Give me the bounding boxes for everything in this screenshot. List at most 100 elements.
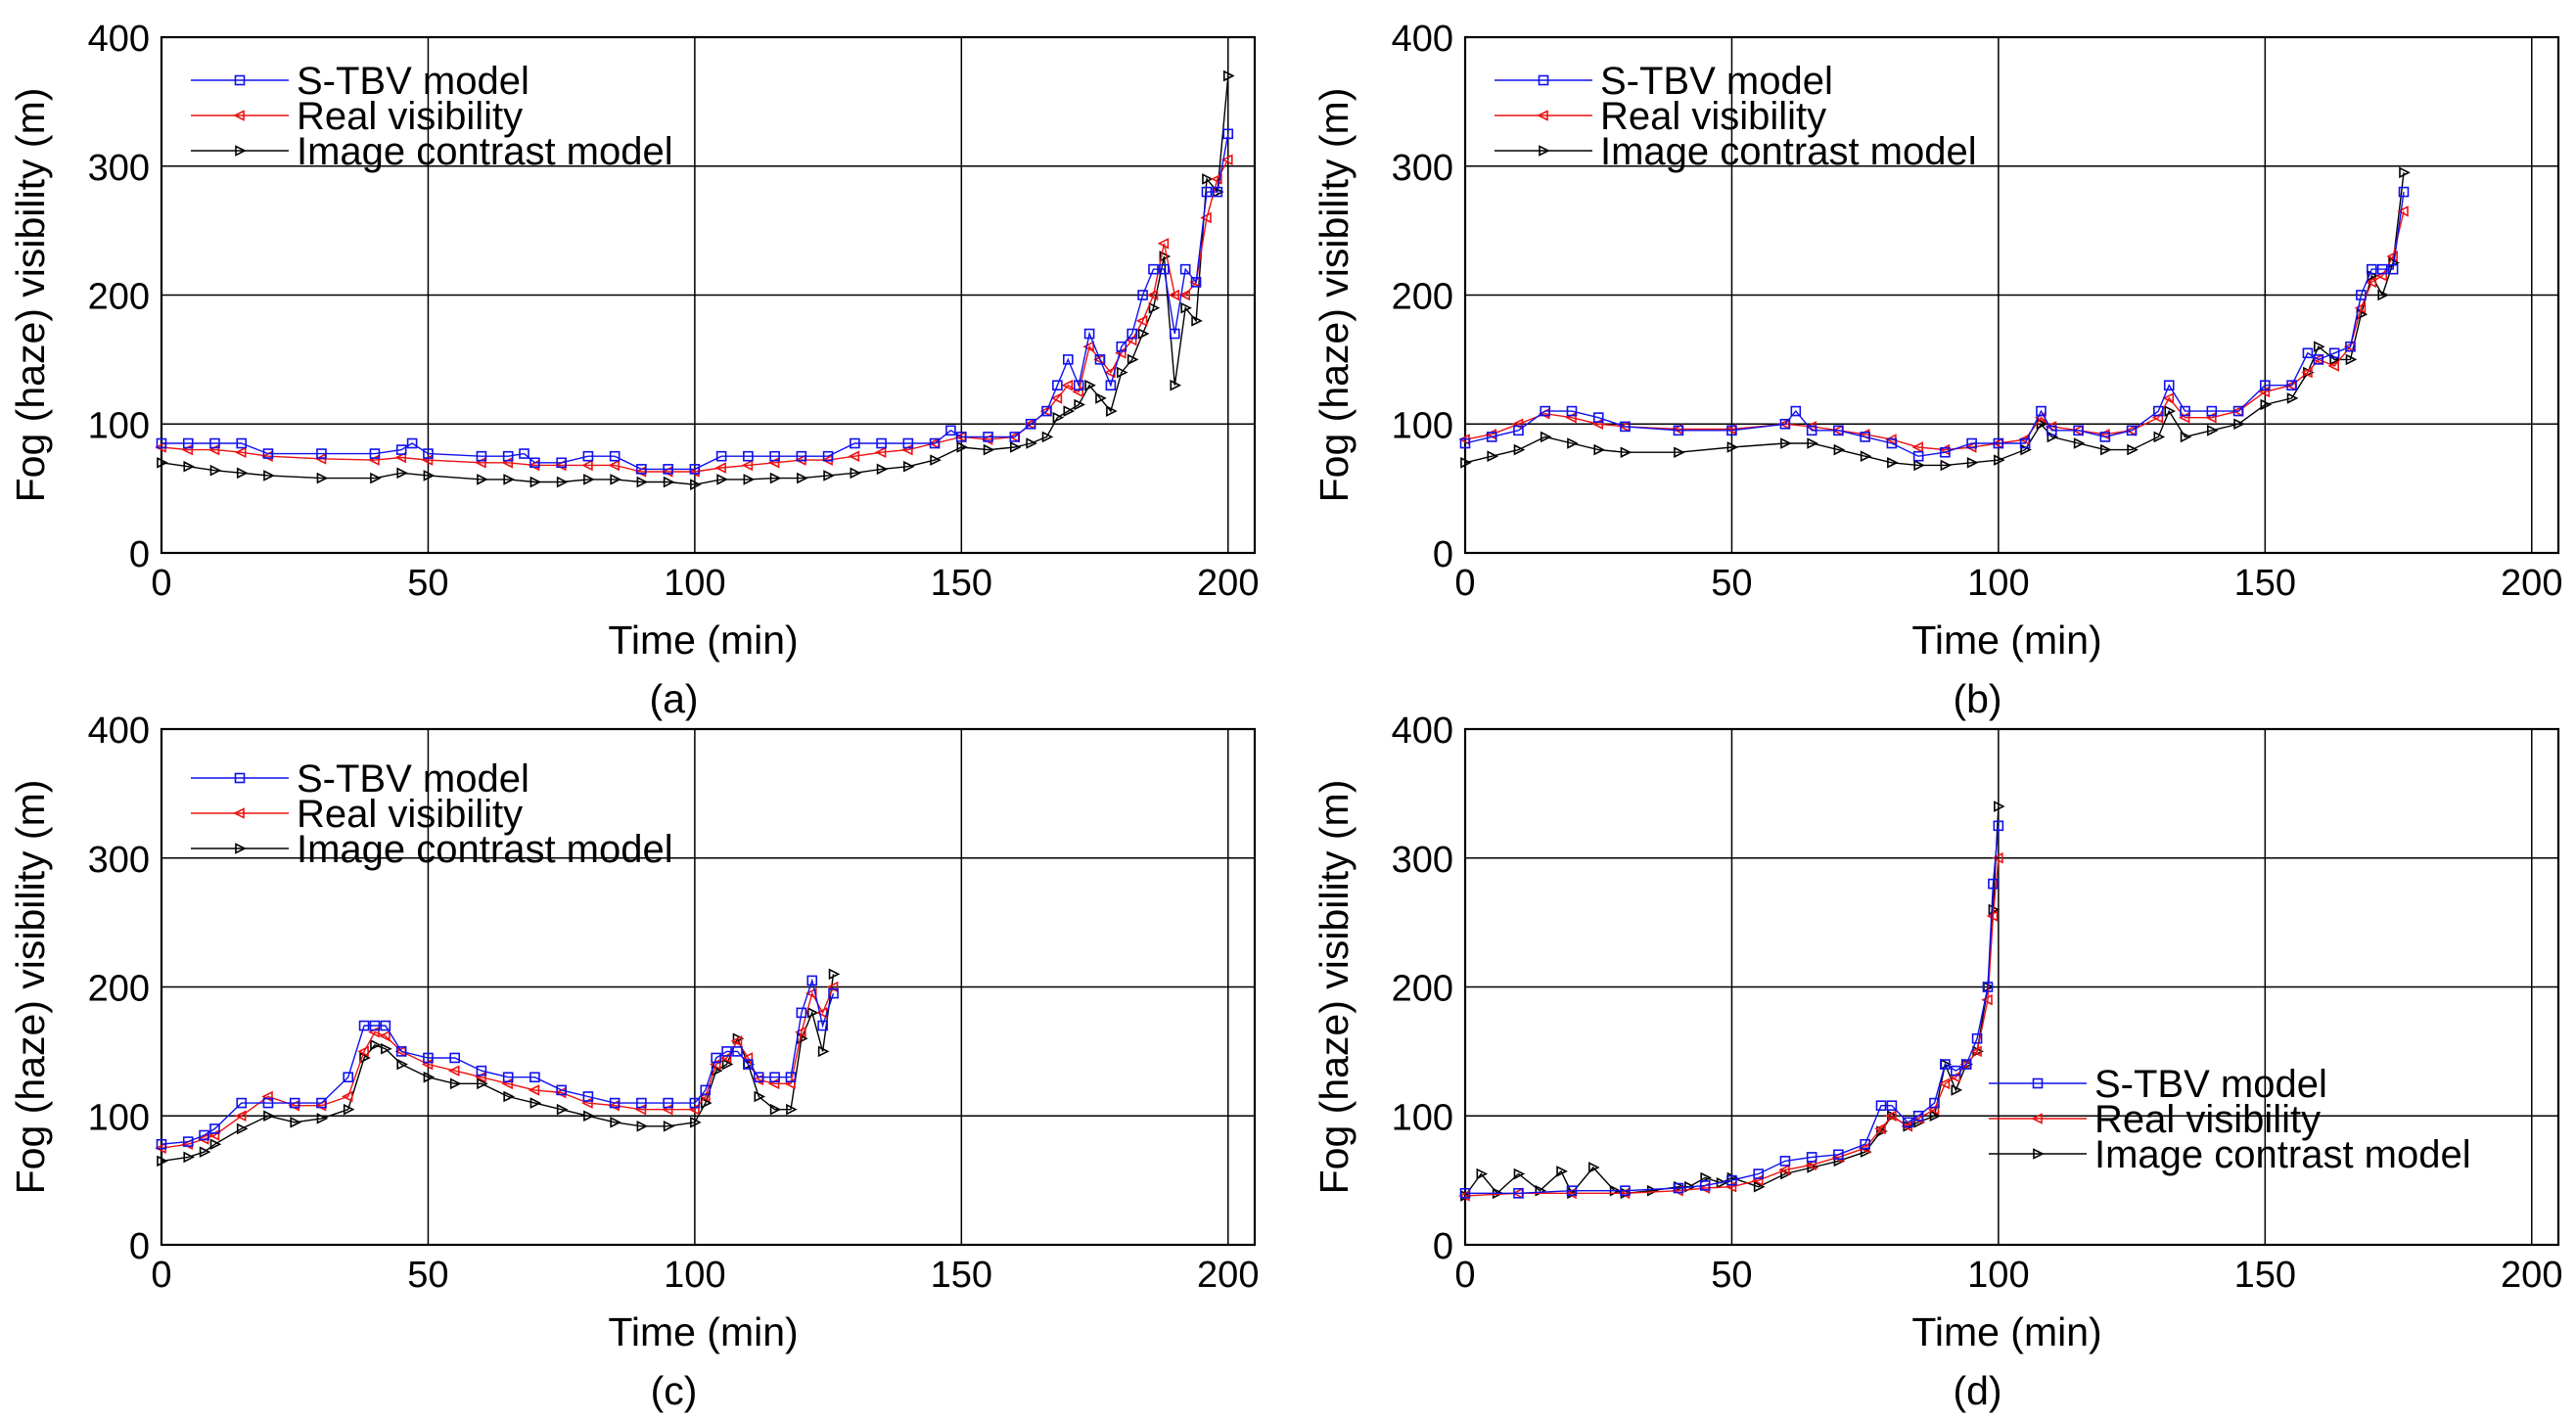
x-tick-label: 50 — [1711, 563, 1752, 604]
data-point — [529, 1097, 542, 1109]
data-point — [1540, 405, 1551, 417]
data-point — [556, 1084, 567, 1096]
data-point — [822, 450, 834, 462]
data-point — [796, 450, 807, 462]
data-point — [2073, 437, 2086, 449]
data-point — [1050, 392, 1063, 404]
data-point — [182, 437, 194, 449]
data-point — [1094, 354, 1106, 365]
legend-marker — [2033, 1148, 2045, 1160]
data-point — [1993, 437, 2004, 449]
data-point — [1170, 379, 1182, 391]
data-point — [503, 474, 515, 485]
data-point — [1902, 1117, 1913, 1128]
y-axis-label: Fog (haze) visibility (m) — [8, 88, 53, 503]
data-point — [477, 1077, 488, 1090]
data-point — [1833, 443, 1846, 456]
data-point — [1940, 446, 1951, 458]
data-point — [743, 474, 756, 485]
y-axis-label: Fog (haze) visibility (m) — [8, 780, 53, 1195]
data-point — [1982, 982, 1994, 992]
y-tick-label: 100 — [88, 1097, 150, 1138]
data-point — [1646, 1184, 1659, 1197]
data-point — [199, 1146, 211, 1158]
data-point — [610, 474, 621, 485]
data-point — [528, 1084, 540, 1096]
data-point — [785, 1072, 797, 1083]
data-point — [828, 987, 839, 999]
data-point — [817, 1045, 830, 1058]
data-point — [743, 1059, 754, 1070]
data-point — [753, 1072, 764, 1083]
data-point — [341, 1090, 353, 1103]
x-tick-label: 0 — [151, 1255, 171, 1296]
data-point — [2386, 251, 2398, 262]
data-point — [582, 1091, 594, 1102]
data-point — [1620, 446, 1633, 459]
series-line — [161, 159, 1229, 473]
y-axis-label: Fog (haze) visibility (m) — [1311, 88, 1357, 503]
data-point — [741, 459, 754, 472]
data-point — [769, 450, 780, 462]
data-point — [1912, 1110, 1924, 1122]
y-tick-label: 300 — [1392, 840, 1453, 881]
panel-caption: (a) — [649, 676, 698, 721]
data-point — [817, 1020, 828, 1031]
data-point — [157, 456, 168, 469]
data-point — [183, 460, 196, 473]
data-point — [209, 1123, 220, 1134]
data-point — [370, 1038, 382, 1051]
data-point — [289, 1097, 300, 1109]
data-point — [1860, 1138, 1870, 1150]
data-point — [2387, 263, 2399, 275]
data-point — [983, 443, 995, 456]
x-tick-label: 0 — [1454, 1255, 1475, 1296]
data-point — [1780, 1168, 1792, 1180]
data-point — [343, 1072, 354, 1083]
x-tick-label: 0 — [151, 563, 171, 604]
x-tick-label: 0 — [1454, 563, 1475, 604]
x-axis-label: Time (min) — [1911, 618, 2101, 663]
x-tick-label: 100 — [664, 1255, 725, 1296]
data-point — [2286, 380, 2297, 391]
data-point — [157, 1155, 168, 1168]
y-tick-label: 300 — [88, 148, 150, 189]
data-point — [582, 450, 594, 462]
data-point — [769, 1072, 780, 1083]
data-point — [636, 476, 649, 488]
data-point — [1556, 1166, 1568, 1177]
data-point — [690, 479, 702, 490]
series-square — [1459, 820, 2004, 1199]
y-tick-label: 300 — [1392, 148, 1453, 189]
data-point — [983, 432, 993, 442]
data-point — [1966, 456, 1979, 469]
data-point — [730, 1035, 743, 1047]
data-point — [1620, 1185, 1631, 1196]
data-point — [263, 470, 275, 481]
y-tick-label: 200 — [88, 277, 150, 318]
data-point — [1951, 1084, 1963, 1096]
series-triangle-right — [1460, 801, 2005, 1202]
y-tick-label: 0 — [129, 1226, 150, 1267]
data-point — [316, 448, 327, 459]
series-square — [156, 975, 839, 1150]
data-point — [1673, 425, 1684, 436]
data-point — [1200, 211, 1212, 224]
data-point — [1912, 450, 1924, 462]
data-point — [556, 1103, 569, 1116]
legend-label: S-TBV model — [1600, 60, 1833, 103]
legend-label: Real visibility — [2094, 1098, 2321, 1141]
data-point — [1913, 459, 1925, 472]
data-point — [1116, 366, 1128, 379]
series-square — [1459, 186, 2410, 462]
data-point — [2162, 392, 2175, 404]
y-tick-label: 400 — [88, 19, 150, 60]
data-point — [477, 474, 488, 485]
y-tick-label: 200 — [1392, 969, 1453, 1010]
data-point — [1212, 186, 1223, 198]
data-point — [1459, 1188, 1471, 1199]
x-tick-label: 100 — [664, 563, 725, 604]
